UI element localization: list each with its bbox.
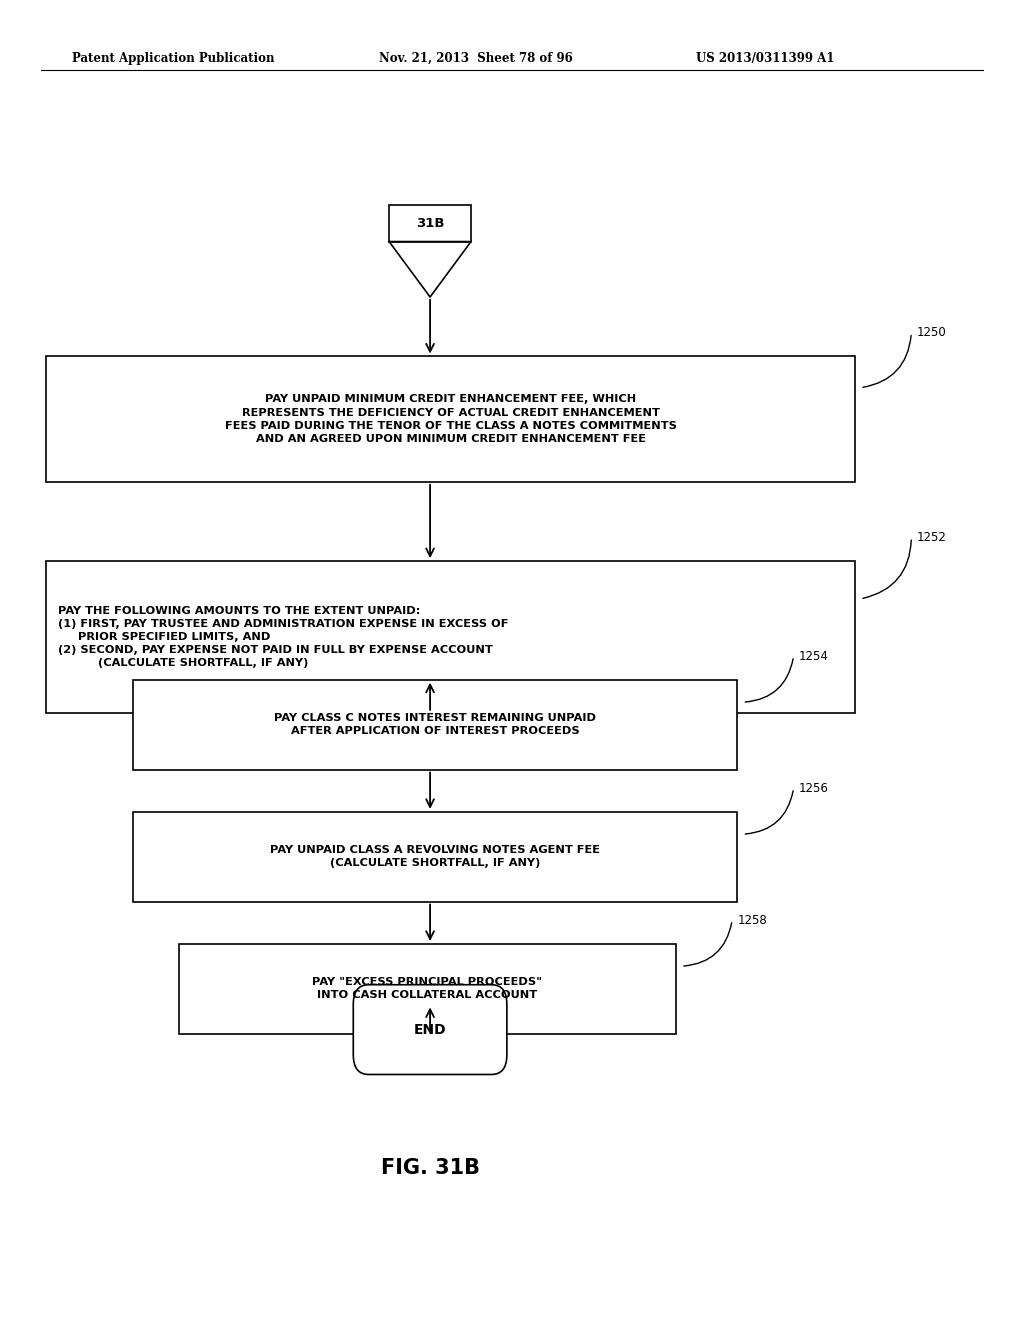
Text: PAY "EXCESS PRINCIPAL PROCEEDS"
INTO CASH COLLATERAL ACCOUNT: PAY "EXCESS PRINCIPAL PROCEEDS" INTO CAS…: [312, 977, 543, 1001]
Text: 31B: 31B: [416, 216, 444, 230]
Text: PAY THE FOLLOWING AMOUNTS TO THE EXTENT UNPAID:
(1) FIRST, PAY TRUSTEE AND ADMIN: PAY THE FOLLOWING AMOUNTS TO THE EXTENT …: [58, 606, 509, 668]
Polygon shape: [389, 242, 471, 297]
Text: PAY UNPAID MINIMUM CREDIT ENHANCEMENT FEE, WHICH
REPRESENTS THE DEFICIENCY OF AC: PAY UNPAID MINIMUM CREDIT ENHANCEMENT FE…: [224, 395, 677, 444]
Text: PAY CLASS C NOTES INTEREST REMAINING UNPAID
AFTER APPLICATION OF INTEREST PROCEE: PAY CLASS C NOTES INTEREST REMAINING UNP…: [274, 713, 596, 737]
Text: 1256: 1256: [799, 781, 828, 795]
FancyBboxPatch shape: [179, 944, 676, 1034]
FancyBboxPatch shape: [133, 812, 737, 902]
Text: Nov. 21, 2013  Sheet 78 of 96: Nov. 21, 2013 Sheet 78 of 96: [379, 51, 572, 65]
Text: Patent Application Publication: Patent Application Publication: [72, 51, 274, 65]
Text: 1252: 1252: [916, 531, 946, 544]
FancyBboxPatch shape: [353, 985, 507, 1074]
Text: FIG. 31B: FIG. 31B: [381, 1158, 479, 1179]
Text: US 2013/0311399 A1: US 2013/0311399 A1: [696, 51, 835, 65]
Text: END: END: [414, 1023, 446, 1036]
FancyBboxPatch shape: [389, 205, 471, 242]
Text: 1254: 1254: [799, 649, 828, 663]
FancyBboxPatch shape: [46, 356, 855, 482]
Text: PAY UNPAID CLASS A REVOLVING NOTES AGENT FEE
(CALCULATE SHORTFALL, IF ANY): PAY UNPAID CLASS A REVOLVING NOTES AGENT…: [270, 845, 600, 869]
Text: 1258: 1258: [737, 913, 767, 927]
Text: 1250: 1250: [916, 326, 946, 339]
FancyBboxPatch shape: [46, 561, 855, 713]
FancyBboxPatch shape: [133, 680, 737, 770]
